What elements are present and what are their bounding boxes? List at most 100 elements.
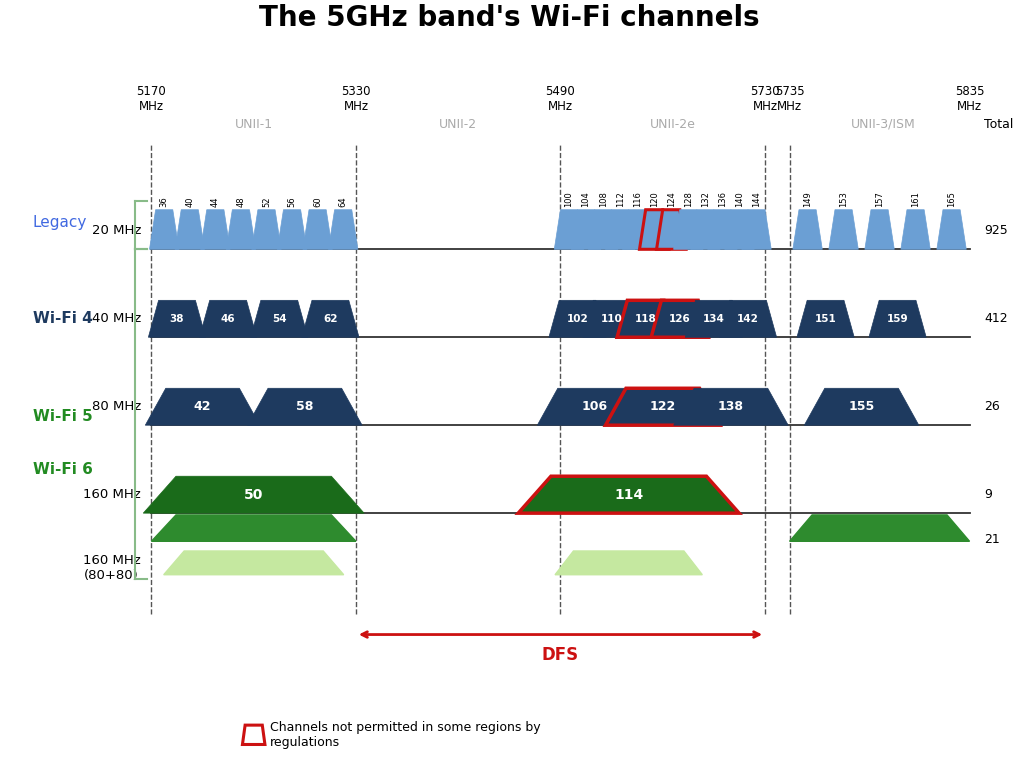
Polygon shape [725, 210, 755, 250]
Text: 62: 62 [324, 314, 338, 324]
Text: 56: 56 [288, 197, 297, 207]
Polygon shape [571, 210, 601, 250]
Text: 116: 116 [633, 191, 642, 207]
Text: 5330
MHz: 5330 MHz [341, 85, 371, 113]
Polygon shape [243, 725, 265, 744]
Polygon shape [605, 210, 635, 250]
Polygon shape [674, 210, 703, 250]
Text: 138: 138 [718, 400, 744, 413]
Text: Wi-Fi 6: Wi-Fi 6 [33, 462, 93, 477]
Text: 120: 120 [650, 191, 658, 207]
Text: 142: 142 [737, 314, 759, 324]
Text: 40: 40 [185, 197, 195, 207]
Text: 160 MHz: 160 MHz [83, 488, 141, 502]
Polygon shape [252, 210, 282, 250]
Polygon shape [302, 300, 359, 337]
Polygon shape [617, 300, 675, 337]
Polygon shape [150, 210, 179, 250]
Text: 132: 132 [700, 191, 710, 207]
Text: 52: 52 [262, 197, 271, 207]
Text: 128: 128 [684, 191, 693, 207]
Text: 44: 44 [211, 197, 220, 207]
Text: 58: 58 [296, 400, 313, 413]
Polygon shape [797, 300, 854, 337]
Text: 140: 140 [735, 191, 744, 207]
Text: UNII-2e: UNII-2e [650, 118, 696, 131]
Polygon shape [708, 210, 737, 250]
Text: 104: 104 [582, 191, 591, 207]
Text: 9: 9 [984, 488, 992, 502]
Polygon shape [549, 300, 606, 337]
Text: 122: 122 [649, 400, 676, 413]
Text: 100: 100 [564, 191, 573, 207]
Text: 136: 136 [718, 191, 727, 207]
Polygon shape [583, 300, 640, 337]
Text: 40 MHz: 40 MHz [92, 313, 141, 326]
Polygon shape [164, 551, 344, 574]
Polygon shape [175, 210, 205, 250]
Text: 38: 38 [170, 314, 184, 324]
Polygon shape [674, 389, 788, 425]
Text: 134: 134 [702, 314, 725, 324]
Polygon shape [741, 210, 771, 250]
Polygon shape [518, 476, 739, 513]
Text: Total: Total [984, 118, 1014, 131]
Text: 925: 925 [984, 224, 1008, 237]
Polygon shape [623, 210, 652, 250]
Text: DFS: DFS [542, 646, 579, 664]
Text: 5490
MHz: 5490 MHz [546, 85, 575, 113]
Text: 20 MHz: 20 MHz [92, 224, 141, 237]
Text: Legacy: Legacy [33, 215, 87, 230]
Text: UNII-1: UNII-1 [234, 118, 272, 131]
Polygon shape [793, 210, 822, 250]
Polygon shape [589, 210, 617, 250]
Polygon shape [554, 210, 584, 250]
Polygon shape [248, 389, 362, 425]
Text: UNII-2: UNII-2 [439, 118, 477, 131]
Polygon shape [201, 210, 230, 250]
Polygon shape [901, 210, 930, 250]
Text: 160 MHz
(80+80): 160 MHz (80+80) [83, 554, 141, 581]
Text: 5170
MHz: 5170 MHz [136, 85, 166, 113]
Text: 48: 48 [237, 197, 246, 207]
Polygon shape [329, 210, 358, 250]
Text: 155: 155 [849, 400, 874, 413]
Polygon shape [828, 210, 858, 250]
Polygon shape [303, 210, 333, 250]
Text: 412: 412 [984, 313, 1008, 326]
Text: 153: 153 [839, 191, 848, 207]
Text: 151: 151 [815, 314, 837, 324]
Polygon shape [685, 300, 742, 337]
Text: 114: 114 [614, 488, 643, 502]
Polygon shape [605, 389, 720, 425]
Text: 5735
MHz: 5735 MHz [775, 85, 805, 113]
Text: 161: 161 [911, 191, 920, 207]
Polygon shape [251, 300, 308, 337]
Text: 102: 102 [566, 314, 589, 324]
Polygon shape [143, 476, 365, 513]
Polygon shape [152, 515, 356, 541]
Polygon shape [651, 300, 709, 337]
Text: Wi-Fi 5: Wi-Fi 5 [33, 409, 92, 424]
Text: 157: 157 [876, 191, 884, 207]
Polygon shape [640, 210, 669, 250]
Text: Wi-Fi 4: Wi-Fi 4 [33, 311, 92, 326]
Polygon shape [690, 210, 720, 250]
Polygon shape [804, 389, 919, 425]
Text: 118: 118 [635, 314, 656, 324]
Text: 106: 106 [582, 400, 607, 413]
Text: 112: 112 [615, 191, 625, 207]
Polygon shape [226, 210, 256, 250]
Polygon shape [719, 300, 776, 337]
Text: 159: 159 [887, 314, 908, 324]
Text: 124: 124 [667, 191, 676, 207]
Polygon shape [538, 389, 652, 425]
Text: 42: 42 [194, 400, 211, 413]
Polygon shape [656, 210, 686, 250]
Polygon shape [555, 551, 702, 574]
Text: 60: 60 [313, 197, 323, 207]
Text: 5730
MHz: 5730 MHz [751, 85, 780, 113]
Text: 50: 50 [244, 488, 263, 502]
Polygon shape [937, 210, 967, 250]
Text: 126: 126 [669, 314, 690, 324]
